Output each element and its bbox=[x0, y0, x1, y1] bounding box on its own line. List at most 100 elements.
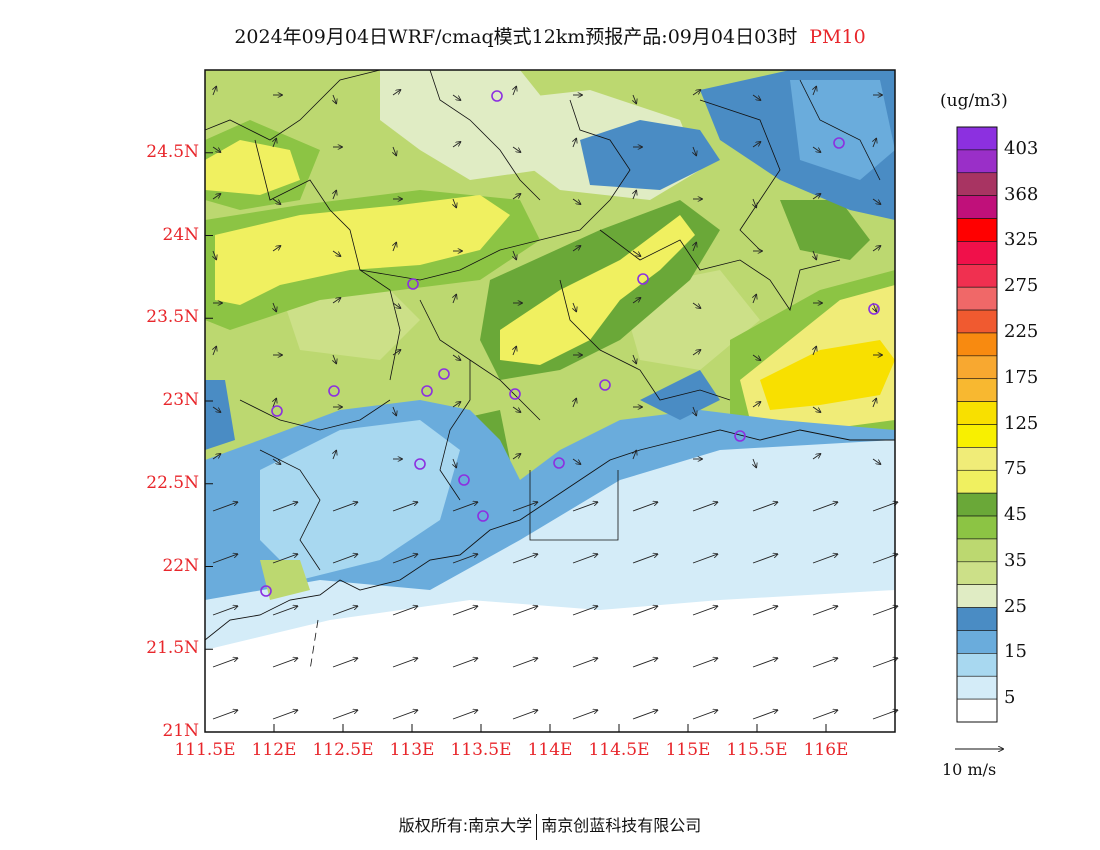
wind-arrow bbox=[512, 454, 520, 460]
wind-arrow bbox=[393, 406, 396, 415]
wind-arrow bbox=[272, 502, 297, 512]
legend-label: 225 bbox=[1004, 320, 1039, 342]
legend-swatch bbox=[956, 126, 998, 151]
legend-swatch bbox=[956, 607, 998, 631]
station-marker bbox=[509, 388, 521, 400]
legend-swatch bbox=[956, 538, 998, 563]
station-marker bbox=[833, 137, 845, 149]
wind-arrow bbox=[513, 87, 516, 96]
legend-swatch bbox=[956, 286, 998, 311]
wind-arrow bbox=[572, 606, 597, 616]
sea-boundary-dashed bbox=[309, 619, 319, 671]
wind-arrow bbox=[332, 502, 357, 512]
station-marker bbox=[407, 278, 419, 290]
wind-arrow bbox=[872, 198, 880, 204]
wind-arrow bbox=[453, 458, 456, 467]
wind-arrow bbox=[572, 554, 597, 564]
wind-arrow bbox=[693, 146, 696, 155]
wind-arrow bbox=[453, 295, 456, 304]
legend-swatch bbox=[956, 515, 998, 540]
wind-arrow bbox=[872, 658, 897, 668]
footer-left: 版权所有:南京大学 bbox=[398, 816, 533, 835]
wind-arrow bbox=[573, 399, 576, 408]
station-marker bbox=[477, 510, 489, 522]
wind-arrow bbox=[633, 354, 636, 363]
wind-arrow bbox=[332, 658, 357, 668]
field-region-15-coast bbox=[260, 420, 460, 580]
wind-arrow bbox=[392, 302, 400, 308]
wind-arrow bbox=[513, 347, 516, 356]
wind-vectors bbox=[212, 87, 897, 720]
legend-swatch bbox=[956, 218, 998, 242]
wind-arrow bbox=[632, 710, 657, 720]
lat-label: 21N bbox=[162, 721, 199, 741]
wind-arrow bbox=[633, 94, 636, 103]
title-pollutant: PM10 bbox=[809, 26, 866, 48]
coastline bbox=[205, 429, 895, 641]
wind-arrow bbox=[392, 502, 417, 512]
wind-arrow bbox=[453, 198, 456, 207]
wind-arrow bbox=[212, 194, 220, 200]
wind-arrow bbox=[512, 146, 520, 152]
wind-arrow bbox=[512, 710, 537, 720]
wind-arrow bbox=[572, 198, 580, 204]
wind-arrow bbox=[752, 142, 760, 148]
wind-arrow bbox=[693, 243, 696, 252]
wind-arrow bbox=[513, 250, 516, 259]
legend-swatch bbox=[956, 630, 998, 654]
copyright-footer: 版权所有:南京大学 南京创蓝科技有限公司 bbox=[0, 812, 1100, 840]
wind-arrow bbox=[633, 191, 636, 200]
wind-arrow bbox=[273, 139, 276, 148]
station-marker bbox=[421, 385, 433, 397]
wind-arrow bbox=[692, 658, 717, 668]
wind-arrow bbox=[752, 354, 760, 360]
legend-swatch bbox=[956, 355, 998, 380]
legend-label: 175 bbox=[1004, 366, 1039, 388]
wind-arrow bbox=[212, 454, 220, 460]
legend-label: 403 bbox=[1004, 137, 1039, 159]
station-marker bbox=[414, 458, 426, 470]
legend-swatch bbox=[956, 447, 998, 471]
wind-arrow bbox=[572, 458, 580, 464]
lon-label: 112.5E bbox=[312, 740, 374, 760]
wind-arrow bbox=[692, 90, 700, 96]
title-main: 2024年09月04日WRF/cmaq模式12km预报产品:09月04日03时 bbox=[234, 26, 798, 48]
wind-arrow bbox=[212, 146, 220, 152]
wind-arrow bbox=[392, 554, 417, 564]
legend-unit: (ug/m3) bbox=[940, 91, 1008, 111]
lon-label: 114.5E bbox=[588, 740, 650, 760]
footer-right: 南京创蓝科技有限公司 bbox=[541, 816, 702, 835]
wind-arrow bbox=[392, 350, 400, 356]
wind-arrow bbox=[332, 298, 340, 304]
wind-arrow bbox=[812, 146, 820, 152]
wind-arrow bbox=[512, 606, 537, 616]
legend-swatch bbox=[956, 401, 998, 425]
field-region-75-c bbox=[500, 215, 695, 365]
legend-swatch bbox=[956, 241, 998, 265]
wind-arrow bbox=[572, 502, 597, 512]
wind-arrow bbox=[812, 454, 820, 460]
wind-arrow bbox=[452, 710, 477, 720]
wind-arrow bbox=[753, 458, 756, 467]
wind-arrow bbox=[332, 606, 357, 616]
legend-label: 125 bbox=[1004, 412, 1039, 434]
legend-colorbar bbox=[956, 126, 998, 723]
wind-arrow bbox=[572, 658, 597, 668]
wind-arrow bbox=[452, 658, 477, 668]
wind-arrow bbox=[812, 710, 837, 720]
field-region-25-blue-c bbox=[205, 380, 235, 450]
wind-arrow bbox=[692, 554, 717, 564]
wind-arrow bbox=[272, 710, 297, 720]
wind-arrow bbox=[272, 458, 280, 464]
lon-label: 113.5E bbox=[450, 740, 512, 760]
legend-swatch bbox=[956, 378, 998, 402]
wind-arrow bbox=[812, 194, 820, 200]
lon-label: 113E bbox=[389, 740, 435, 760]
legend-swatch bbox=[956, 424, 998, 448]
wind-arrow bbox=[572, 710, 597, 720]
station-markers bbox=[260, 90, 880, 597]
lon-label: 114E bbox=[527, 740, 573, 760]
wind-arrow bbox=[633, 451, 636, 460]
wind-arrow bbox=[752, 710, 777, 720]
lon-label: 116E bbox=[803, 740, 849, 760]
